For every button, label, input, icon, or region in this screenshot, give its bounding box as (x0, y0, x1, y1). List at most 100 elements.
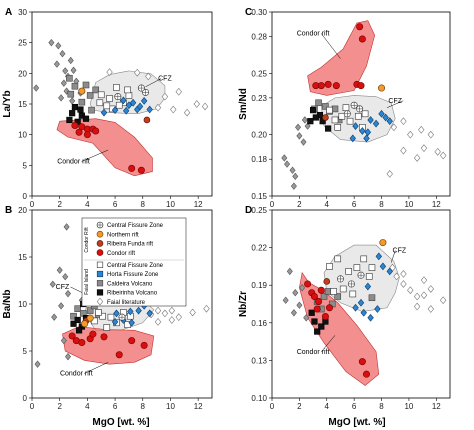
panel-letter: C (245, 7, 252, 18)
horta-marker (120, 96, 127, 105)
condor-rift-marker (358, 35, 366, 43)
faial-lit-dark-marker (53, 60, 60, 68)
condor-rift-marker (326, 304, 334, 312)
x-tick-label: 4 (325, 402, 330, 411)
condor-rift-marker (310, 292, 318, 300)
faial-lit-marker (420, 291, 428, 300)
faial-lit-dark-marker (295, 123, 302, 131)
cfz-faial-marker (99, 312, 106, 320)
red-circle-icon (96, 249, 104, 256)
panel-letter: A (5, 7, 12, 18)
horta-marker (111, 317, 119, 326)
northern-rift-marker (81, 320, 89, 328)
faial-lit-marker (203, 304, 210, 313)
horta-marker (386, 117, 393, 126)
annotation-leader (390, 250, 396, 263)
caldeira-marker (334, 293, 342, 300)
condor-rift-marker (317, 82, 325, 90)
y-tick-label: 15 (18, 253, 27, 262)
faial-lit-marker (393, 272, 400, 281)
faial-lit-marker (168, 306, 176, 315)
legend-item-label: Central Fissure Zone (107, 263, 164, 269)
legend-item-label: Horta Fissure Zone (107, 272, 159, 278)
faial-lit-marker (400, 270, 407, 278)
annotation-label-1: CFZ (393, 248, 407, 255)
caldeira-marker (74, 305, 81, 313)
caldeira-marker (315, 99, 322, 107)
faial-lit-marker (418, 125, 425, 134)
condor-rift-marker (75, 128, 83, 136)
caldeira-marker (82, 81, 90, 89)
x-tick-label: 6 (352, 200, 357, 209)
horta-marker (364, 128, 372, 137)
legend-item-label: Caldeira Volcano (107, 281, 153, 287)
cfz-faial-marker (353, 264, 361, 271)
cfz-faial-marker (346, 117, 354, 125)
condor-rift-marker (140, 341, 148, 349)
ribeirinha-marker (70, 320, 77, 327)
faial-lit-marker (427, 285, 435, 293)
faial-lit-dark-marker (290, 309, 297, 317)
cfz-faial-marker (334, 255, 342, 263)
faial-lit-marker (175, 313, 182, 322)
faial-lit-dark-marker (282, 296, 289, 304)
faial-lit-marker (407, 286, 414, 295)
cfz-faial-marker (339, 285, 347, 293)
annotation-label-2: CFZ (388, 98, 402, 105)
blue-square-icon (96, 270, 104, 278)
cfz-condor-marker (137, 84, 145, 92)
faial-lit-marker (183, 108, 191, 117)
condor-rift-marker (313, 305, 321, 313)
y-tick-label: 5 (23, 347, 28, 356)
faial-lit-marker (420, 144, 428, 153)
faial-lit-dark-marker (65, 352, 71, 361)
legend-item-label: Central Fissure Zone (107, 223, 164, 229)
faial-lit-marker (134, 68, 141, 77)
faial-lit-dark-marker (58, 94, 65, 102)
annotation-label-2: Condor rift (297, 349, 330, 356)
annotation-label-1: CFZ (56, 284, 70, 291)
legend-item-label: Faial literature (107, 300, 146, 306)
cfz-faial-marker (125, 92, 133, 99)
cfz-faial-marker (106, 95, 113, 102)
faial-lit-marker (420, 276, 428, 285)
y-tick-label: 0.13 (251, 356, 267, 365)
faial-lit-dark-marker (289, 166, 296, 174)
faial-lit-marker (390, 123, 398, 132)
horta-marker (375, 252, 382, 261)
y-tick-label: 0.25 (251, 206, 267, 215)
cfz-faial-marker (342, 104, 350, 111)
faial-lit-marker (413, 292, 421, 301)
x-axis-label-right: MgO [wt. %] (328, 417, 385, 428)
horta-marker (111, 106, 119, 115)
cfz-faial-marker (326, 263, 333, 270)
faial-lit-dark-marker (34, 360, 41, 368)
ribeirinha-marker (74, 316, 81, 324)
faial-lit-dark-marker (56, 266, 63, 274)
condor-rift-marker (115, 351, 123, 359)
x-tick-label: 8 (379, 200, 384, 209)
ribeirinha-marker (77, 106, 84, 113)
red-brown-circle-icon (96, 240, 104, 247)
condor-rift-marker (89, 330, 97, 338)
northern-rift-marker (379, 239, 387, 247)
faial-lit-marker (161, 92, 169, 101)
ribeira-funda-marker (323, 278, 331, 285)
annotation-leader (320, 335, 336, 353)
annotation-leader (320, 33, 341, 59)
ribeirinha-marker (66, 116, 73, 124)
northern-rift-marker (86, 314, 94, 322)
faial-lit-marker (427, 130, 435, 139)
cfz-condor-marker (142, 88, 150, 96)
condor-rift-marker (83, 131, 91, 139)
caldeira-marker (331, 105, 339, 113)
y-tick-label: 0.25 (251, 69, 267, 78)
faial-lit-dark-marker (58, 302, 65, 310)
cfz-condor-marker (343, 110, 351, 118)
ribeirinha-marker (69, 110, 76, 117)
orange-circle-icon (96, 230, 104, 238)
x-tick-label: 10 (404, 402, 413, 411)
horta-marker (136, 102, 144, 111)
condor-rift-marker (332, 82, 340, 90)
cfz-condor-marker (347, 280, 355, 288)
